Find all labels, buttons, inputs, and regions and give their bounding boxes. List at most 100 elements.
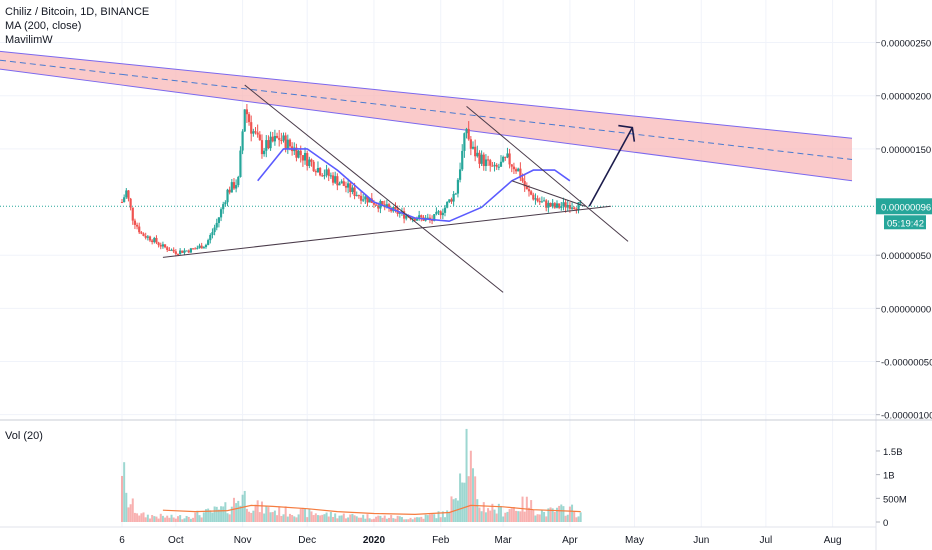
channel-mid-line	[121, 73, 853, 160]
countdown-tag	[884, 215, 926, 230]
candle-body	[357, 195, 360, 197]
candle-body	[183, 250, 186, 253]
candle-body	[202, 247, 205, 249]
candle-body	[314, 171, 317, 173]
candle-body	[463, 133, 466, 151]
candle-body	[334, 176, 337, 183]
price-channel[interactable]	[0, 50, 853, 182]
candle-body	[465, 128, 468, 134]
candle-body	[433, 214, 436, 221]
volume-bar	[226, 513, 229, 522]
volume-bar	[144, 517, 147, 522]
volume-bar	[123, 462, 126, 522]
volume-bar	[474, 476, 477, 522]
candle-body	[349, 183, 352, 192]
volume-bar	[392, 518, 395, 522]
candle-body	[303, 152, 307, 161]
time-tick-label: Oct	[168, 535, 184, 546]
candle-body	[446, 201, 449, 208]
volume-bar	[566, 514, 569, 522]
candle-body	[351, 187, 354, 192]
volume-bar	[241, 494, 244, 522]
volume-bar	[508, 509, 511, 522]
candle-body	[135, 224, 139, 227]
candle-body	[155, 237, 158, 243]
volume-bar	[252, 510, 255, 522]
volume-bar	[405, 519, 408, 522]
candle-body	[504, 156, 507, 158]
candle-body	[329, 175, 332, 177]
volume-bar	[370, 519, 373, 522]
volume-bar	[207, 508, 210, 522]
candle-body	[486, 159, 490, 161]
candle-body	[196, 247, 199, 249]
candle-body	[159, 245, 162, 247]
volume-bar	[194, 512, 197, 522]
volume-bar	[506, 511, 509, 522]
volume-tick-label: 1.5B	[883, 447, 903, 458]
candle-body	[435, 211, 438, 215]
candle-body	[306, 152, 309, 166]
ma-indicator-label[interactable]: MA (200, close)	[5, 20, 82, 32]
volume-bar	[329, 511, 332, 522]
volume-bar	[140, 513, 143, 522]
candle-body	[166, 247, 169, 250]
candle-body	[517, 168, 520, 172]
candle-body	[437, 211, 440, 213]
drawing-tools[interactable]	[162, 84, 636, 293]
volume-bar	[493, 509, 496, 522]
volume-bar	[549, 507, 552, 522]
volume-bar	[316, 515, 319, 522]
volume-bar	[327, 516, 330, 522]
mavilimw-line	[257, 148, 571, 222]
volume-bar	[573, 511, 576, 522]
symbol-title[interactable]: Chiliz / Bitcoin, 1D, BINANCE	[5, 6, 150, 18]
volume-bar	[377, 515, 380, 522]
volume-bar	[446, 510, 449, 522]
volume-bar	[258, 512, 261, 522]
candle-body	[148, 236, 152, 241]
volume-bar	[256, 500, 259, 522]
volume-bar	[422, 518, 425, 522]
candle-body	[299, 150, 302, 156]
candle-body	[527, 189, 531, 192]
candle-body	[558, 203, 561, 208]
channel-fill	[122, 63, 852, 181]
candle-body	[174, 251, 177, 254]
time-axis[interactable]: 6 Oct Nov Dec 2020 Feb Mar Apr May Jun Jul Aug	[119, 535, 841, 546]
volume-indicator-label[interactable]: Vol (20)	[5, 430, 43, 442]
volume-bar	[450, 496, 453, 522]
volume-bar	[146, 514, 149, 522]
candle-body	[359, 195, 363, 201]
volume-bar	[562, 506, 565, 522]
volume-bar	[293, 516, 296, 522]
volume-bar	[273, 510, 276, 522]
volume-bar	[220, 506, 223, 522]
volume-bar	[159, 513, 162, 522]
candle-body	[237, 176, 240, 186]
candle-body	[551, 203, 554, 207]
candle-body	[235, 185, 238, 189]
volume-bar	[558, 505, 561, 522]
candle-body	[532, 194, 535, 200]
mavilimw-indicator-label[interactable]: MavilimW	[5, 34, 53, 46]
time-tick-label: Jun	[693, 535, 709, 546]
volume-bar	[431, 514, 434, 522]
volume-bar	[489, 510, 492, 522]
price-axis[interactable]: 0.00000250 0.00000200 0.00000150 0.00000050…	[876, 39, 932, 422]
candle-body	[476, 152, 479, 157]
current-price-marker: 0.00000096 05:19:42	[876, 198, 932, 230]
volume-bar	[136, 513, 139, 522]
volume-bar	[204, 509, 207, 522]
volume-axis[interactable]: 1.5B 1B 500M 0	[876, 447, 907, 529]
volume-bar	[512, 507, 515, 522]
volume-bar	[237, 500, 240, 522]
volume-bar	[428, 514, 431, 522]
volume-bar	[540, 510, 543, 522]
candle-body	[163, 244, 167, 248]
time-tick-label: May	[625, 535, 644, 546]
volume-bar	[304, 508, 307, 522]
volume-bar	[183, 518, 186, 522]
volume-bar	[291, 515, 294, 522]
